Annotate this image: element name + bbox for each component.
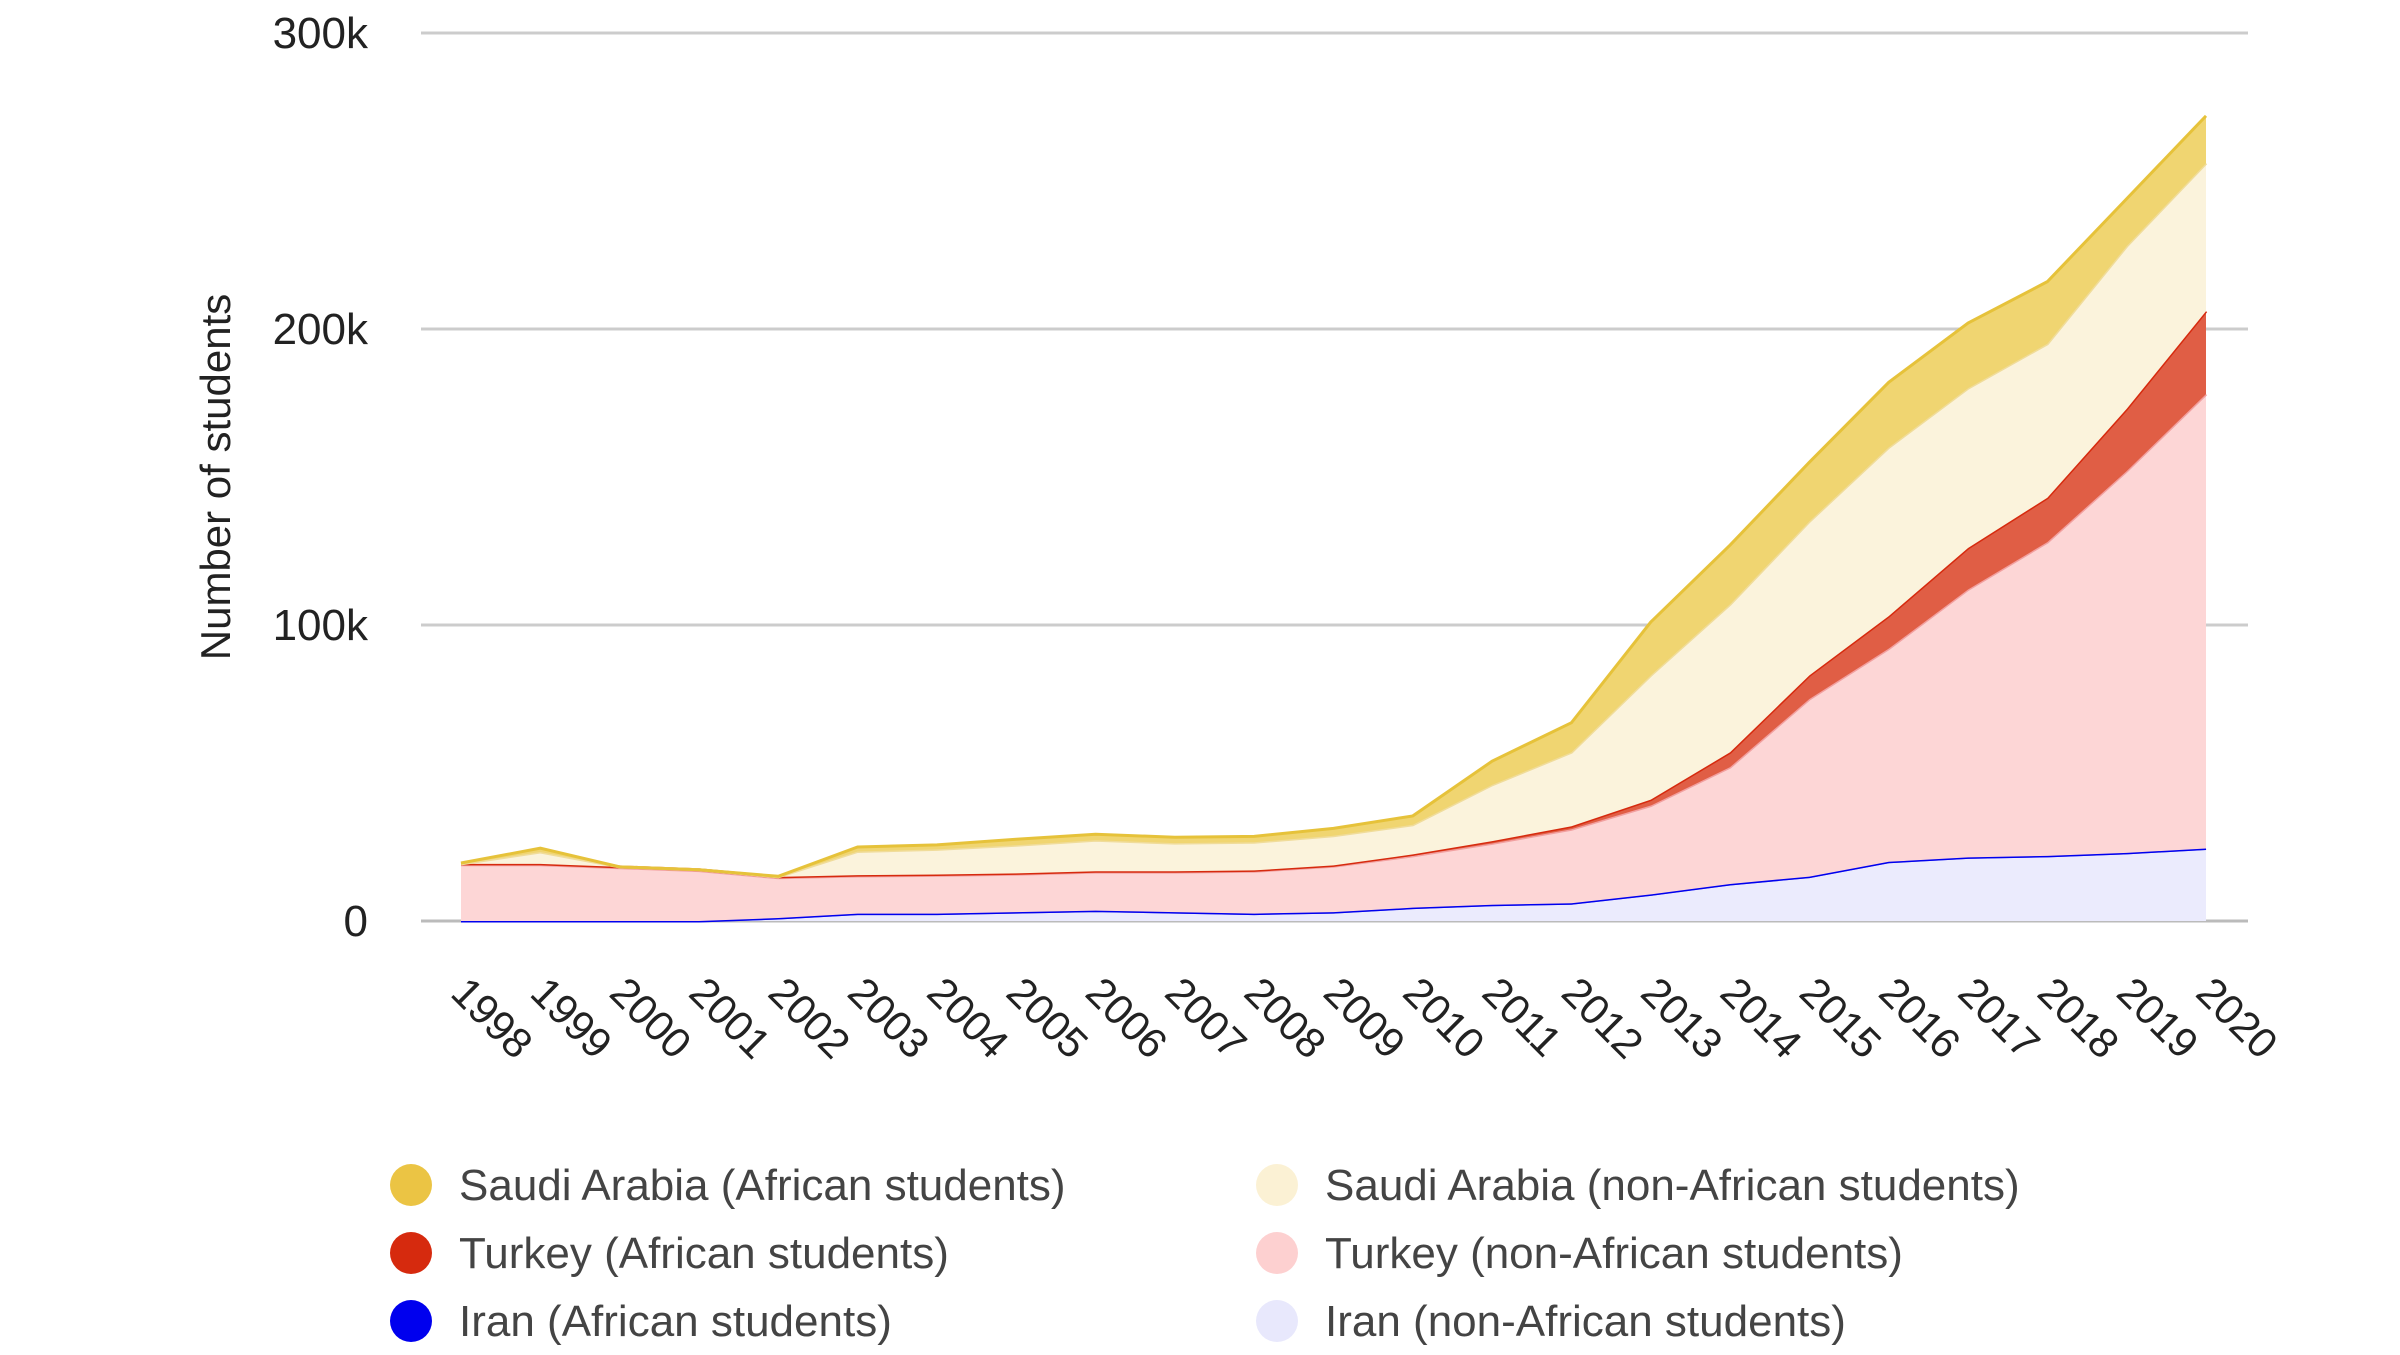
legend-label: Saudi Arabia (African students) — [459, 1161, 1066, 1210]
legend-label: Iran (African students) — [459, 1297, 892, 1346]
x-tick-label: 2006 — [1077, 968, 1176, 1067]
legend-marker — [390, 1164, 432, 1206]
x-tick-label: 2002 — [760, 968, 859, 1067]
legend-marker — [390, 1232, 432, 1274]
legend-item[interactable]: Iran (non-African students) — [1256, 1297, 1846, 1346]
legend-item[interactable]: Iran (African students) — [390, 1297, 892, 1346]
legend-label: Iran (non-African students) — [1325, 1297, 1846, 1346]
legend-marker — [390, 1300, 432, 1342]
legend-item[interactable]: Saudi Arabia (non-African students) — [1256, 1161, 2020, 1210]
area-saudi-arabia-non-african-students — [461, 163, 2206, 877]
x-tick-label: 2004 — [919, 968, 1018, 1067]
x-tick-label: 2019 — [2108, 968, 2207, 1067]
area-iran-non-african-students — [461, 848, 2206, 921]
x-tick-label: 2007 — [1156, 968, 1255, 1067]
y-tick-label: 0 — [344, 897, 368, 946]
x-tick-label: 2010 — [1394, 968, 1493, 1067]
x-tick-label: 2001 — [681, 968, 780, 1067]
x-tick-label: 2018 — [2029, 968, 2128, 1067]
legend-label: Turkey (non-African students) — [1325, 1229, 1903, 1278]
x-tick-label: 2014 — [1712, 968, 1811, 1067]
x-tick-label: 2003 — [839, 968, 938, 1067]
x-tick-label: 2015 — [1791, 968, 1890, 1067]
line-saudi-arabia-african-students — [460, 114, 2208, 878]
x-tick-label: 2017 — [1950, 968, 2049, 1067]
y-tick-label: 200k — [273, 305, 369, 354]
x-tick-label: 1999 — [522, 968, 621, 1067]
y-axis-title: Number of students — [192, 294, 239, 661]
x-tick-label: 2005 — [998, 968, 1097, 1067]
x-tick-label: 1998 — [443, 968, 542, 1067]
y-tick-labels: 0 100k 200k 300k — [273, 9, 369, 946]
y-tick-label: 300k — [273, 9, 369, 58]
legend: Saudi Arabia (African students) Saudi Ara… — [390, 1161, 2020, 1346]
x-tick-label: 2016 — [1870, 968, 1969, 1067]
legend-item[interactable]: Turkey (non-African students) — [1256, 1229, 1903, 1278]
legend-marker — [1256, 1232, 1298, 1274]
legend-item[interactable]: Turkey (African students) — [390, 1229, 949, 1278]
x-tick-label: 2012 — [1553, 968, 1652, 1067]
area-turkey-non-african-students — [461, 394, 2206, 921]
legend-label: Saudi Arabia (non-African students) — [1325, 1161, 2020, 1210]
areas — [460, 114, 2208, 923]
legend-marker — [1256, 1164, 1298, 1206]
x-tick-label: 2008 — [1236, 968, 1335, 1067]
x-tick-label: 2011 — [1474, 968, 1571, 1065]
legend-label: Turkey (African students) — [459, 1229, 949, 1278]
x-tick-label: 2009 — [1315, 968, 1414, 1067]
legend-item[interactable]: Saudi Arabia (African students) — [390, 1161, 1066, 1210]
x-tick-label: 2000 — [601, 968, 700, 1067]
legend-marker — [1256, 1300, 1298, 1342]
x-tick-label: 2020 — [2188, 968, 2287, 1067]
x-tick-labels: 1998199920002001200220032004200520062007… — [443, 968, 2287, 1067]
y-tick-label: 100k — [273, 601, 369, 650]
x-tick-label: 2013 — [1632, 968, 1731, 1067]
